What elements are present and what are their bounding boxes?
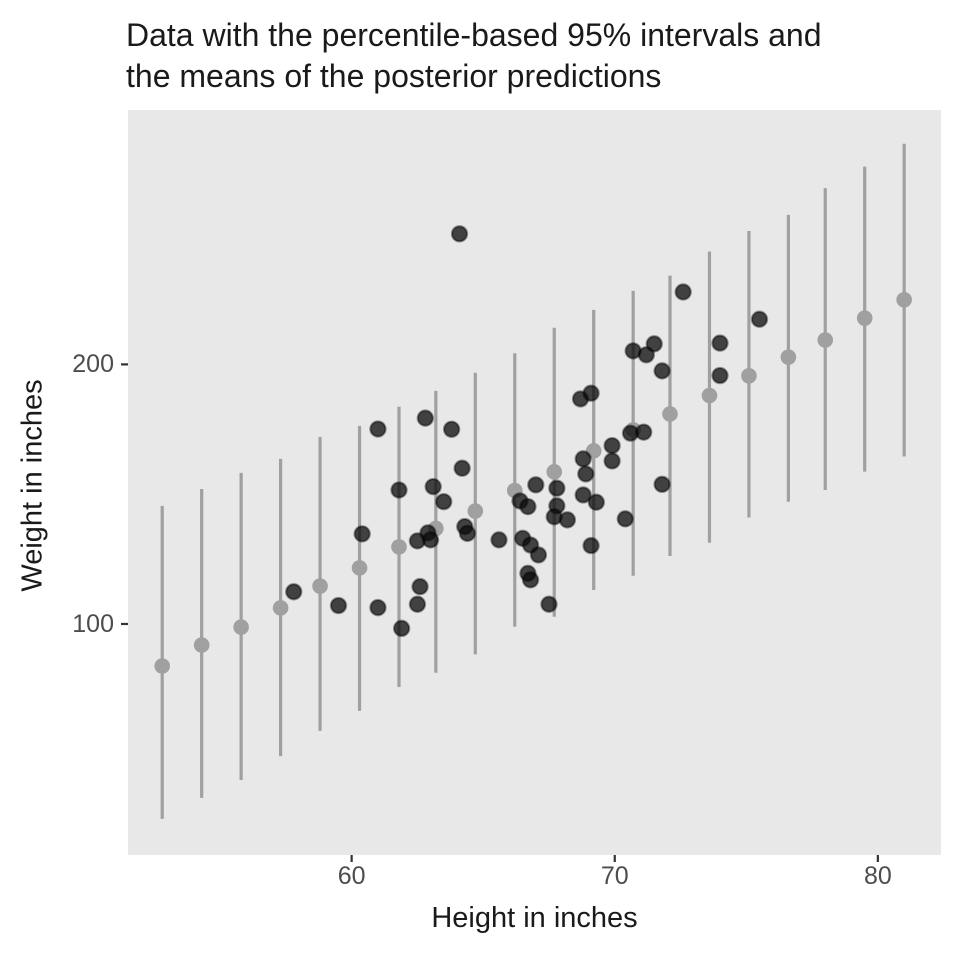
interval-mean-point	[312, 578, 328, 594]
interval-mean-point	[193, 637, 210, 653]
data-point	[645, 335, 663, 353]
data-point	[634, 423, 653, 441]
interval-mean-point	[585, 443, 602, 459]
data-point	[458, 524, 477, 543]
data-point	[653, 362, 671, 380]
data-point	[453, 459, 471, 477]
x-axis-tick-label: 80	[863, 862, 892, 890]
data-point	[653, 475, 671, 494]
data-point	[603, 436, 621, 455]
interval-mean-point	[272, 600, 289, 616]
data-point	[450, 225, 469, 243]
data-point	[750, 310, 769, 328]
interval-mean-point	[233, 619, 249, 635]
data-point	[616, 510, 634, 528]
plot-title-line1: Data with the percentile-based 95% inter…	[126, 17, 822, 53]
data-point	[582, 536, 600, 555]
data-point	[558, 511, 577, 529]
data-point	[519, 497, 537, 516]
data-point	[416, 409, 435, 427]
data-point	[435, 493, 453, 511]
data-point	[390, 481, 408, 499]
data-point	[674, 283, 692, 301]
interval-mean-point	[351, 560, 368, 576]
data-point	[369, 420, 387, 438]
interval-mean-point	[741, 368, 757, 384]
interval-mean-point	[780, 349, 797, 365]
interval-mean-point	[546, 464, 563, 480]
data-point	[424, 477, 442, 496]
data-point	[369, 598, 387, 617]
data-point	[353, 525, 371, 543]
y-axis-tick-label: 100	[72, 609, 114, 638]
interval-mean-point	[701, 387, 718, 404]
data-point	[411, 577, 429, 596]
data-point	[392, 619, 411, 638]
data-point	[490, 531, 508, 549]
interval-mean-point	[896, 291, 912, 308]
data-point	[637, 346, 656, 364]
data-point	[540, 595, 558, 613]
y-axis-tick-label: 200	[72, 350, 114, 379]
data-point	[587, 493, 606, 511]
data-point	[574, 486, 592, 504]
interval-mean-point	[154, 658, 171, 674]
x-axis-title: Height in inches	[431, 902, 638, 934]
data-point	[442, 420, 461, 438]
data-point	[711, 366, 729, 385]
data-point	[421, 531, 440, 549]
data-point	[285, 583, 303, 601]
data-point	[529, 546, 548, 564]
data-point	[548, 479, 566, 497]
x-axis-tick-label: 60	[337, 862, 366, 890]
data-point	[527, 476, 545, 494]
x-axis-tick-label: 70	[600, 862, 629, 890]
plot-title-line2: the means of the posterior predictions	[126, 58, 662, 94]
interval-mean-point	[391, 539, 407, 555]
data-point	[711, 334, 729, 352]
data-point	[603, 452, 621, 470]
interval-mean-point	[817, 332, 834, 348]
interval-mean-point	[856, 310, 873, 326]
data-point	[582, 384, 600, 402]
plot-title: Data with the percentile-based 95% inter…	[126, 15, 822, 97]
data-point	[577, 465, 595, 483]
data-point	[521, 571, 540, 589]
interval-mean-point	[662, 406, 678, 422]
interval-mean-point	[467, 503, 484, 519]
data-point	[408, 595, 427, 613]
data-point	[329, 596, 348, 615]
data-point	[574, 450, 592, 468]
